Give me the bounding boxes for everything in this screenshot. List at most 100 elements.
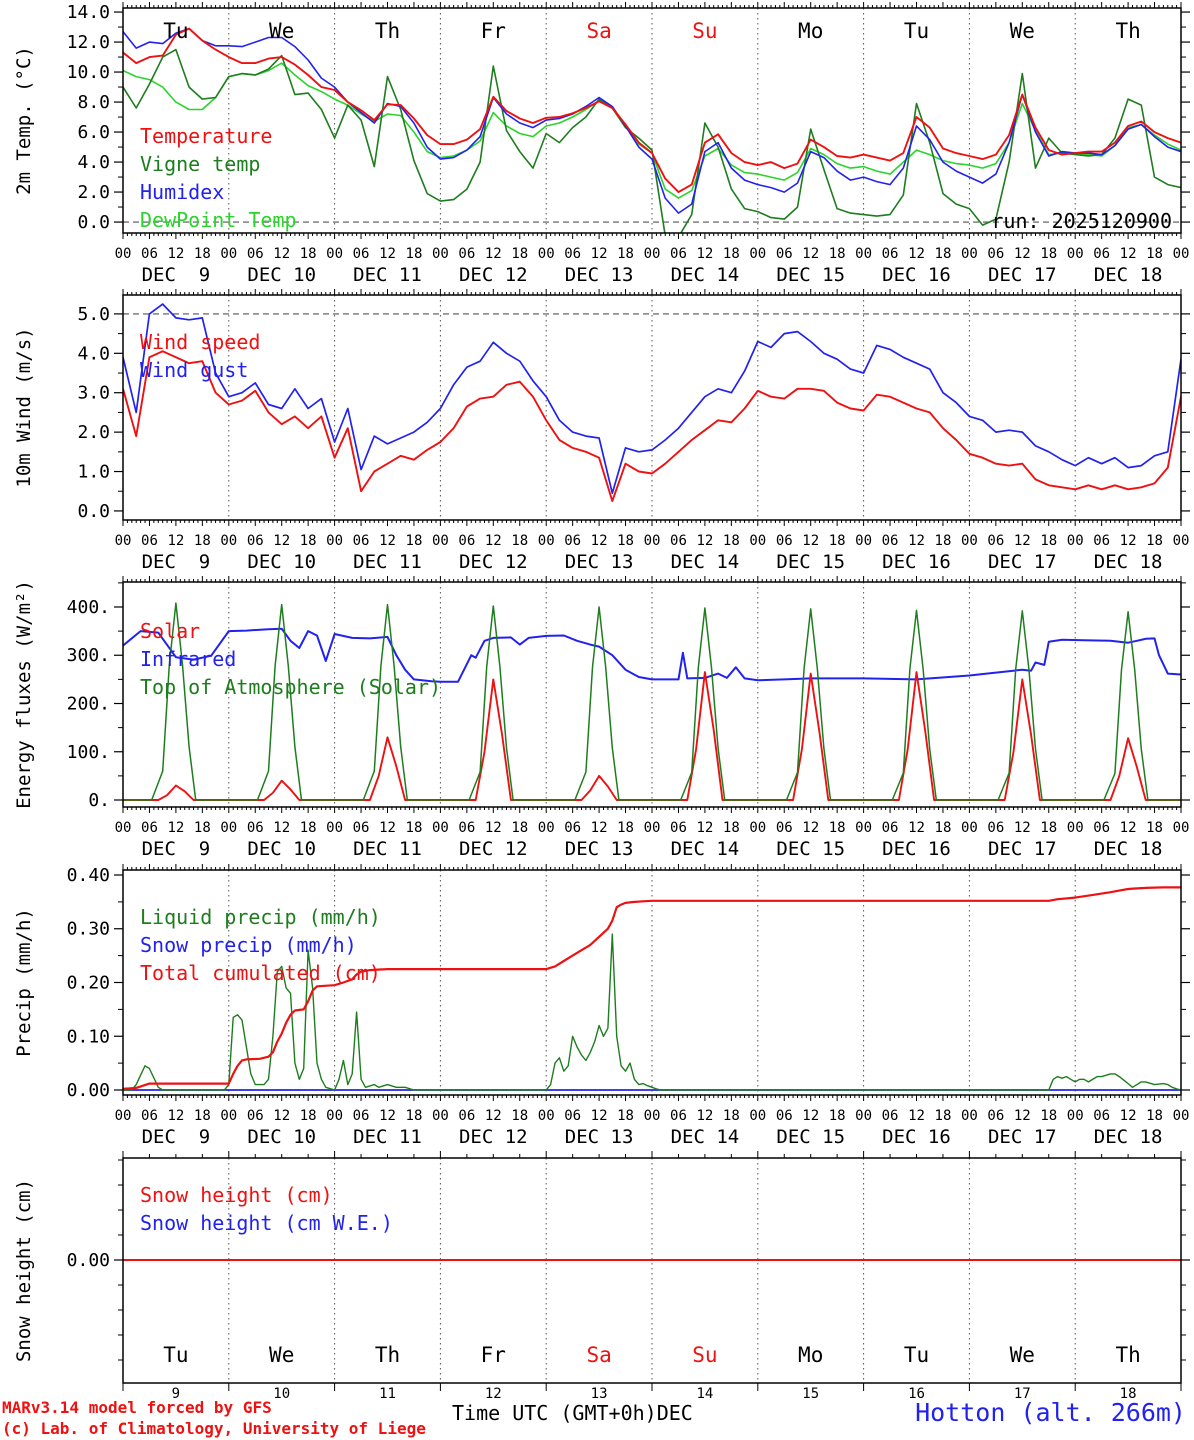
legend-item: Liquid precip (mm/h): [140, 905, 381, 929]
date-labels: DEC 9 DEC 10 DEC 11 DEC 12 DEC 13 DEC 14 DEC 1…: [142, 264, 1163, 286]
hour-label: 12: [591, 246, 608, 262]
day-name: Su: [692, 1343, 717, 1367]
date-label: DEC 16: [882, 838, 951, 860]
hour-label: 00: [644, 246, 661, 262]
legend: Temperature Vigne temp Humidex DewPoint Tem…: [140, 124, 297, 232]
date-number: 13: [591, 1386, 608, 1402]
y-axis-title: 10m Wind (m/s): [13, 327, 35, 487]
legend-item: Solar: [140, 619, 200, 643]
hour-label: 00: [538, 246, 555, 262]
legend-item: DewPoint Temp: [140, 208, 297, 232]
hour-label: 12: [802, 820, 819, 836]
hour-label: 12: [167, 533, 184, 549]
hour-label: 18: [406, 820, 423, 836]
day-name: Tu: [163, 1343, 188, 1367]
legend-item: Snow height (cm W.E.): [140, 1211, 393, 1235]
hour-label: 18: [300, 533, 317, 549]
hour-label: 18: [511, 533, 528, 549]
hour-label: 06: [247, 1108, 264, 1124]
day-name: Tu: [904, 19, 929, 43]
hour-label: 18: [935, 246, 952, 262]
date-label: DEC 13: [565, 551, 634, 573]
date-label: DEC 17: [988, 551, 1057, 573]
hour-label: 06: [987, 533, 1004, 549]
hour-label: 00: [855, 820, 872, 836]
hour-label: 12: [167, 1108, 184, 1124]
hour-label: 18: [829, 533, 846, 549]
y-tick-label: 400.: [67, 597, 110, 618]
hour-label: 12: [591, 533, 608, 549]
hour-labels: 00 06 12 18 00 06 12 18 00 06 12 18 00 06 12 18 00 06 12 18…: [115, 533, 1190, 549]
hour-label: 06: [564, 1108, 581, 1124]
y-tick-label: 0.10: [67, 1026, 110, 1047]
model-credit-line: MARv3.14 model forced by GFS: [2, 1398, 272, 1417]
hour-label: 18: [723, 1108, 740, 1124]
date-number: 9: [172, 1386, 180, 1402]
day-name: Tu: [163, 19, 188, 43]
hour-label: 00: [115, 820, 132, 836]
y-tick-label: 2.0: [77, 422, 110, 443]
date-label: DEC 18: [1094, 551, 1163, 573]
x-ticks: [122, 864, 1182, 1101]
y-tick-label: 5.0: [77, 304, 110, 325]
x-ticks: [122, 1151, 1182, 1391]
date-label: DEC 16: [882, 1126, 951, 1148]
hour-label: 18: [406, 533, 423, 549]
legend: Wind speed Wind gust: [140, 330, 260, 382]
date-label: DEC 14: [671, 264, 740, 286]
date-label: DEC 18: [1094, 1126, 1163, 1148]
hour-label: 00: [855, 533, 872, 549]
series-liquid-precip: [123, 933, 1181, 1091]
y-tick-label: 0.0: [77, 212, 110, 233]
hour-label: 06: [882, 1108, 899, 1124]
date-label: DEC 11: [353, 264, 422, 286]
hour-label: 00: [115, 1108, 132, 1124]
run-annotation: run: 2025120900: [991, 209, 1172, 233]
hour-label: 00: [644, 1108, 661, 1124]
hour-label: 00: [538, 820, 555, 836]
date-number: 10: [273, 1386, 290, 1402]
date-label: DEC 9: [142, 838, 211, 860]
hour-label: 00: [1067, 246, 1084, 262]
hour-label: 00: [1067, 1108, 1084, 1124]
hour-label: 18: [829, 246, 846, 262]
series-wind-gust: [123, 303, 1181, 495]
hour-label: 06: [141, 820, 158, 836]
hour-label: 00: [432, 533, 449, 549]
day-name: We: [269, 19, 294, 43]
y-ticks: 0. 100. 200. 300. 400.: [67, 582, 1190, 811]
temp-panel-chart: 0.0 2.0 4.0 6.0 8.0 10.0 12.0 14.0 2m Temp. (°C)…: [13, 2, 1190, 286]
legend: Liquid precip (mm/h) Snow precip (mm/h) To…: [140, 905, 381, 985]
series-vigne-temp: [123, 48, 1181, 233]
midnight-gridlines: [228, 295, 1076, 520]
precip-panel-chart: 0.00 0.10 0.20 0.30 0.40 Precip (mm/h) Liquid …: [13, 864, 1190, 1148]
hour-label: 00: [855, 246, 872, 262]
hour-label: 00: [1173, 1108, 1190, 1124]
hour-label: 12: [696, 533, 713, 549]
hour-label: 06: [141, 1108, 158, 1124]
date-label: DEC 10: [247, 551, 316, 573]
hour-label: 00: [961, 1108, 978, 1124]
hour-label: 12: [379, 533, 396, 549]
day-name: Mo: [798, 1343, 823, 1367]
date-number: 14: [696, 1386, 713, 1402]
date-label: DEC 12: [459, 264, 528, 286]
hour-label: 12: [167, 246, 184, 262]
hour-label: 06: [458, 1108, 475, 1124]
hour-label: 12: [802, 246, 819, 262]
hour-label: 00: [855, 1108, 872, 1124]
y-tick-label: 3.0: [77, 383, 110, 404]
hour-label: 00: [1173, 533, 1190, 549]
legend-item: Total cumulated (cm): [140, 961, 381, 985]
hour-label: 00: [749, 246, 766, 262]
hour-label: 12: [379, 820, 396, 836]
hour-label: 12: [485, 820, 502, 836]
hour-label: 12: [696, 820, 713, 836]
hour-label: 06: [882, 246, 899, 262]
hour-label: 00: [220, 1108, 237, 1124]
y-tick-label: 2.0: [77, 182, 110, 203]
y-axis-title: Snow height (cm): [13, 1179, 35, 1362]
hour-label: 06: [1093, 246, 1110, 262]
date-label: DEC 18: [1094, 264, 1163, 286]
